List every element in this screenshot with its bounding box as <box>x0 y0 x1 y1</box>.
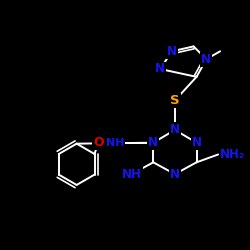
Text: O: O <box>93 136 104 149</box>
Text: NH₂: NH₂ <box>220 148 245 161</box>
Text: N: N <box>155 62 165 76</box>
Text: N: N <box>167 45 177 58</box>
Text: NH: NH <box>106 138 124 148</box>
Text: N: N <box>148 136 158 149</box>
Text: NH: NH <box>122 168 142 181</box>
Text: N: N <box>170 124 180 136</box>
Text: N: N <box>201 53 211 66</box>
Text: N: N <box>192 136 202 149</box>
Text: N: N <box>170 168 180 181</box>
Text: S: S <box>170 94 180 107</box>
